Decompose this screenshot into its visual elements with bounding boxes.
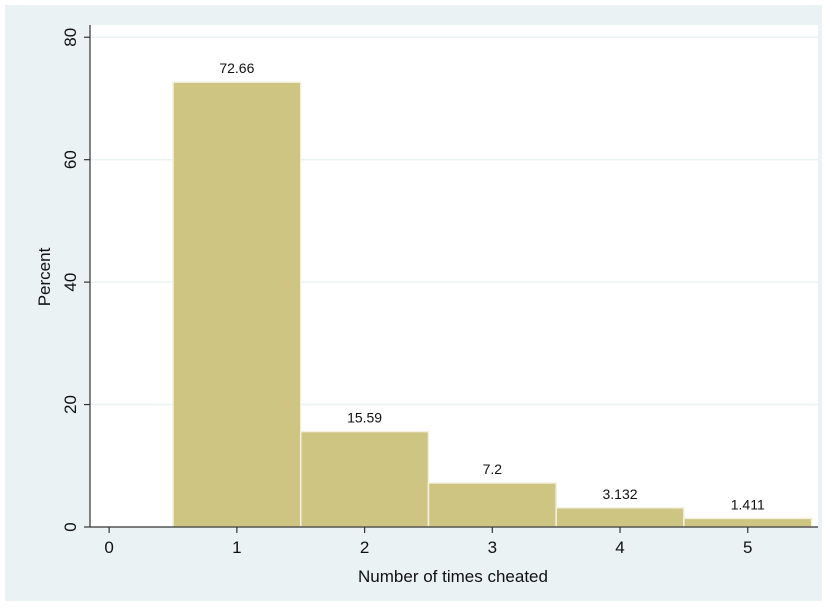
histogram-bar [427,482,557,528]
bar-value-label: 1.411 [731,496,765,512]
bar-value-labels: 72.66 15.59 7.2 3.132 1.411 [219,60,765,512]
x-tick-label: 1 [232,538,241,557]
bar-value-label: 15.59 [347,410,382,426]
y-tick-label: 20 [61,395,80,414]
y-tick-label: 80 [61,28,80,47]
x-axis-title: Number of times cheated [358,567,548,586]
bar-value-label: 72.66 [219,60,254,76]
x-tick-label: 3 [488,538,497,557]
y-tick-label: 0 [61,522,80,531]
bar-value-label: 7.2 [483,461,503,477]
bar-value-label: 3.132 [603,486,638,502]
x-tick-label: 0 [104,538,113,557]
y-tick-label: 40 [61,273,80,292]
histogram-bar [299,430,430,528]
histogram-bar [555,507,685,528]
histogram-bar [683,517,813,528]
y-axis-title: Percent [35,247,54,306]
x-tick-label: 5 [743,538,752,557]
x-tick-label: 4 [615,538,624,557]
histogram-bar [172,81,302,528]
y-tick-label: 60 [61,150,80,169]
axes: 0 20 40 60 80 0 1 2 3 4 5 [61,25,818,557]
x-tick-label: 2 [360,538,369,557]
